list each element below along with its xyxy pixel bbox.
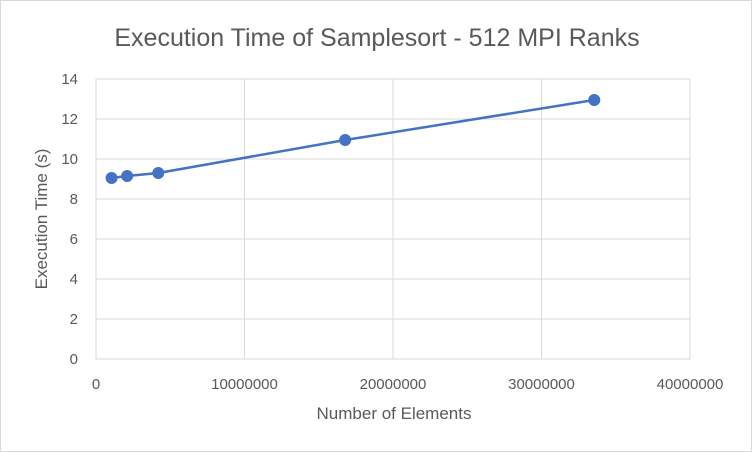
series-line: [111, 98, 595, 180]
y-tick-label: 6: [70, 231, 78, 248]
y-tick-label: 2: [70, 311, 78, 328]
x-tick-label: 30000000: [508, 376, 575, 393]
x-tick-label: 40000000: [657, 376, 724, 393]
data-point: [121, 170, 134, 182]
plot-frame: [95, 78, 691, 360]
y-axis-ticks: 0 2 4 6 8 10 12 14: [61, 71, 78, 368]
data-point: [588, 94, 601, 106]
x-tick-label: 10000000: [211, 376, 278, 393]
y-tick-label: 12: [61, 111, 78, 128]
data-series: [105, 94, 601, 184]
data-point: [339, 134, 352, 146]
chart-title: Execution Time of Samplesort - 512 MPI R…: [114, 24, 639, 52]
data-point: [152, 167, 165, 179]
x-tick-label: 0: [92, 376, 100, 393]
y-tick-label: 10: [61, 151, 78, 168]
x-axis-ticks: 0 10000000 20000000 30000000 40000000: [92, 376, 724, 393]
y-tick-label: 8: [70, 191, 78, 208]
x-tick-label: 20000000: [360, 376, 427, 393]
y-axis-label: Execution Time (s): [32, 149, 51, 290]
y-tick-label: 4: [70, 271, 78, 288]
y-tick-label: 14: [61, 71, 78, 88]
data-point: [105, 172, 118, 184]
x-axis-label: Number of Elements: [317, 404, 472, 423]
plot-border: [95, 78, 691, 360]
gridlines: [95, 78, 691, 360]
y-tick-label: 0: [70, 351, 78, 368]
